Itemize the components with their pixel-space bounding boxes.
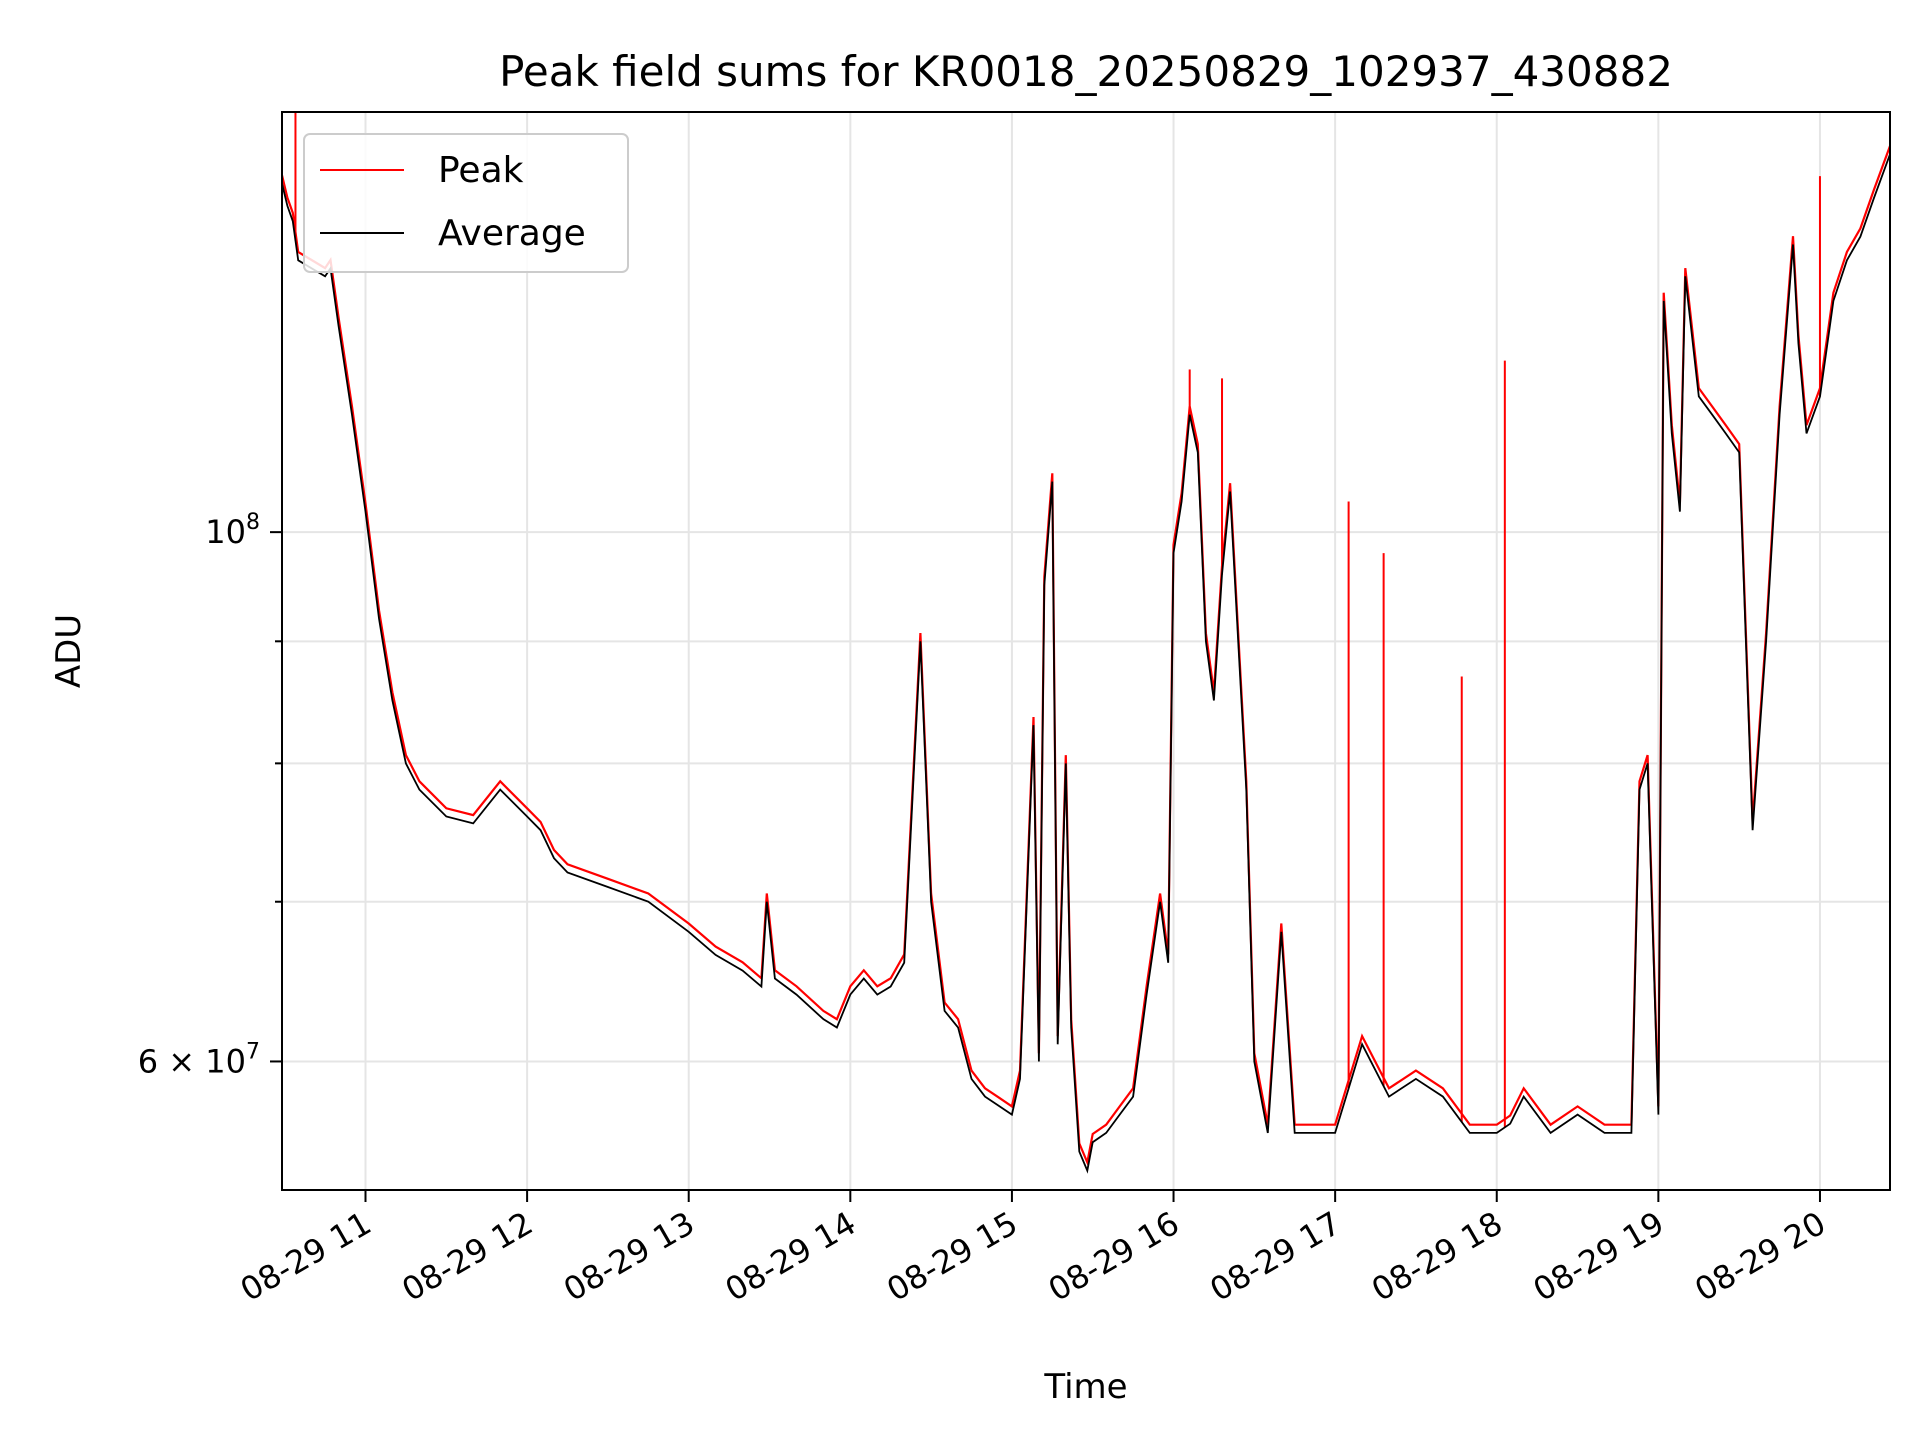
series-layer <box>282 112 1890 1174</box>
y-tick-label: 108 <box>205 510 260 551</box>
legend-label-average: Average <box>438 213 586 254</box>
average-line <box>282 153 1890 1174</box>
chart-title: Peak field sums for KR0018_20250829_1029… <box>499 47 1673 96</box>
grid <box>282 112 1890 1190</box>
plot-frame <box>281 111 1891 1191</box>
x-axis-label: Time <box>1043 1367 1127 1407</box>
y-tick-label: 6 × 107 <box>138 1039 260 1080</box>
y-axis-label: ADU <box>49 614 89 688</box>
legend-box <box>303 133 629 273</box>
legend: Peak Average <box>303 133 629 273</box>
legend-label-peak: Peak <box>438 150 524 191</box>
